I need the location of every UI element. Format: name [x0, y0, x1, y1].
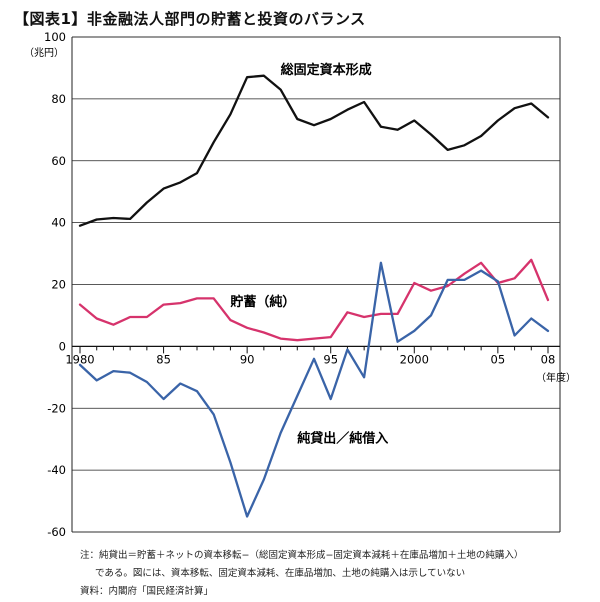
x-tick-label: 2000: [400, 352, 429, 366]
x-tick-label: 08: [541, 352, 556, 366]
source-note: 資料：内閣府「国民経済計算」: [80, 586, 214, 597]
series-line-net-lending: [78, 261, 550, 518]
series-label-gross-fixed-capital-formation: 総固定資本形成: [281, 62, 372, 78]
y-tick-label: -20: [47, 401, 66, 415]
y-axis-unit-label: （兆円）: [24, 47, 64, 59]
axes: [71, 36, 561, 533]
y-tick-label: -40: [47, 463, 66, 477]
footnote-line-1: 注：純貸出＝貯蓄＋ネットの資本移転−（総固定資本形成−固定資本減耗＋在庫品増加＋…: [80, 550, 524, 561]
x-tick-labels: 1980 85 90 95 2000 05 08: [65, 352, 555, 366]
series-label-net-lending: 純貸出／純借入: [297, 430, 388, 446]
series-lines: [78, 74, 550, 518]
grid-lines: [72, 36, 560, 533]
y-tick-label: -60: [47, 525, 66, 539]
x-tick-label: 1980: [65, 352, 94, 366]
series-line-savings: [78, 258, 550, 342]
y-tick-label: 0: [59, 339, 66, 353]
y-tick-label: 40: [51, 216, 66, 230]
y-tick-label: 20: [51, 278, 66, 292]
y-tick-label: 100: [44, 30, 66, 44]
series-line-gross-fixed-capital-formation: [78, 74, 550, 227]
y-tick-label: 60: [51, 154, 66, 168]
x-tick-label: 90: [240, 352, 255, 366]
chart-title: 【図表1】非金融法人部門の貯蓄と投資のバランス: [14, 10, 366, 28]
x-tick-label: 85: [156, 352, 171, 366]
y-tick-label: 80: [51, 92, 66, 106]
footnote-line-2: である。図には、資本移転、固定資本減耗、在庫品増加、土地の純購入は示していない: [95, 568, 466, 579]
x-tick-label: 05: [491, 352, 506, 366]
series-label-savings: 貯蓄（純）: [230, 294, 295, 310]
x-axis-unit-label: （年度）: [536, 371, 576, 384]
x-tick-label: 95: [323, 352, 338, 366]
y-tick-labels: -60 -40 -20 0 20 40 60 80 100: [44, 30, 66, 539]
